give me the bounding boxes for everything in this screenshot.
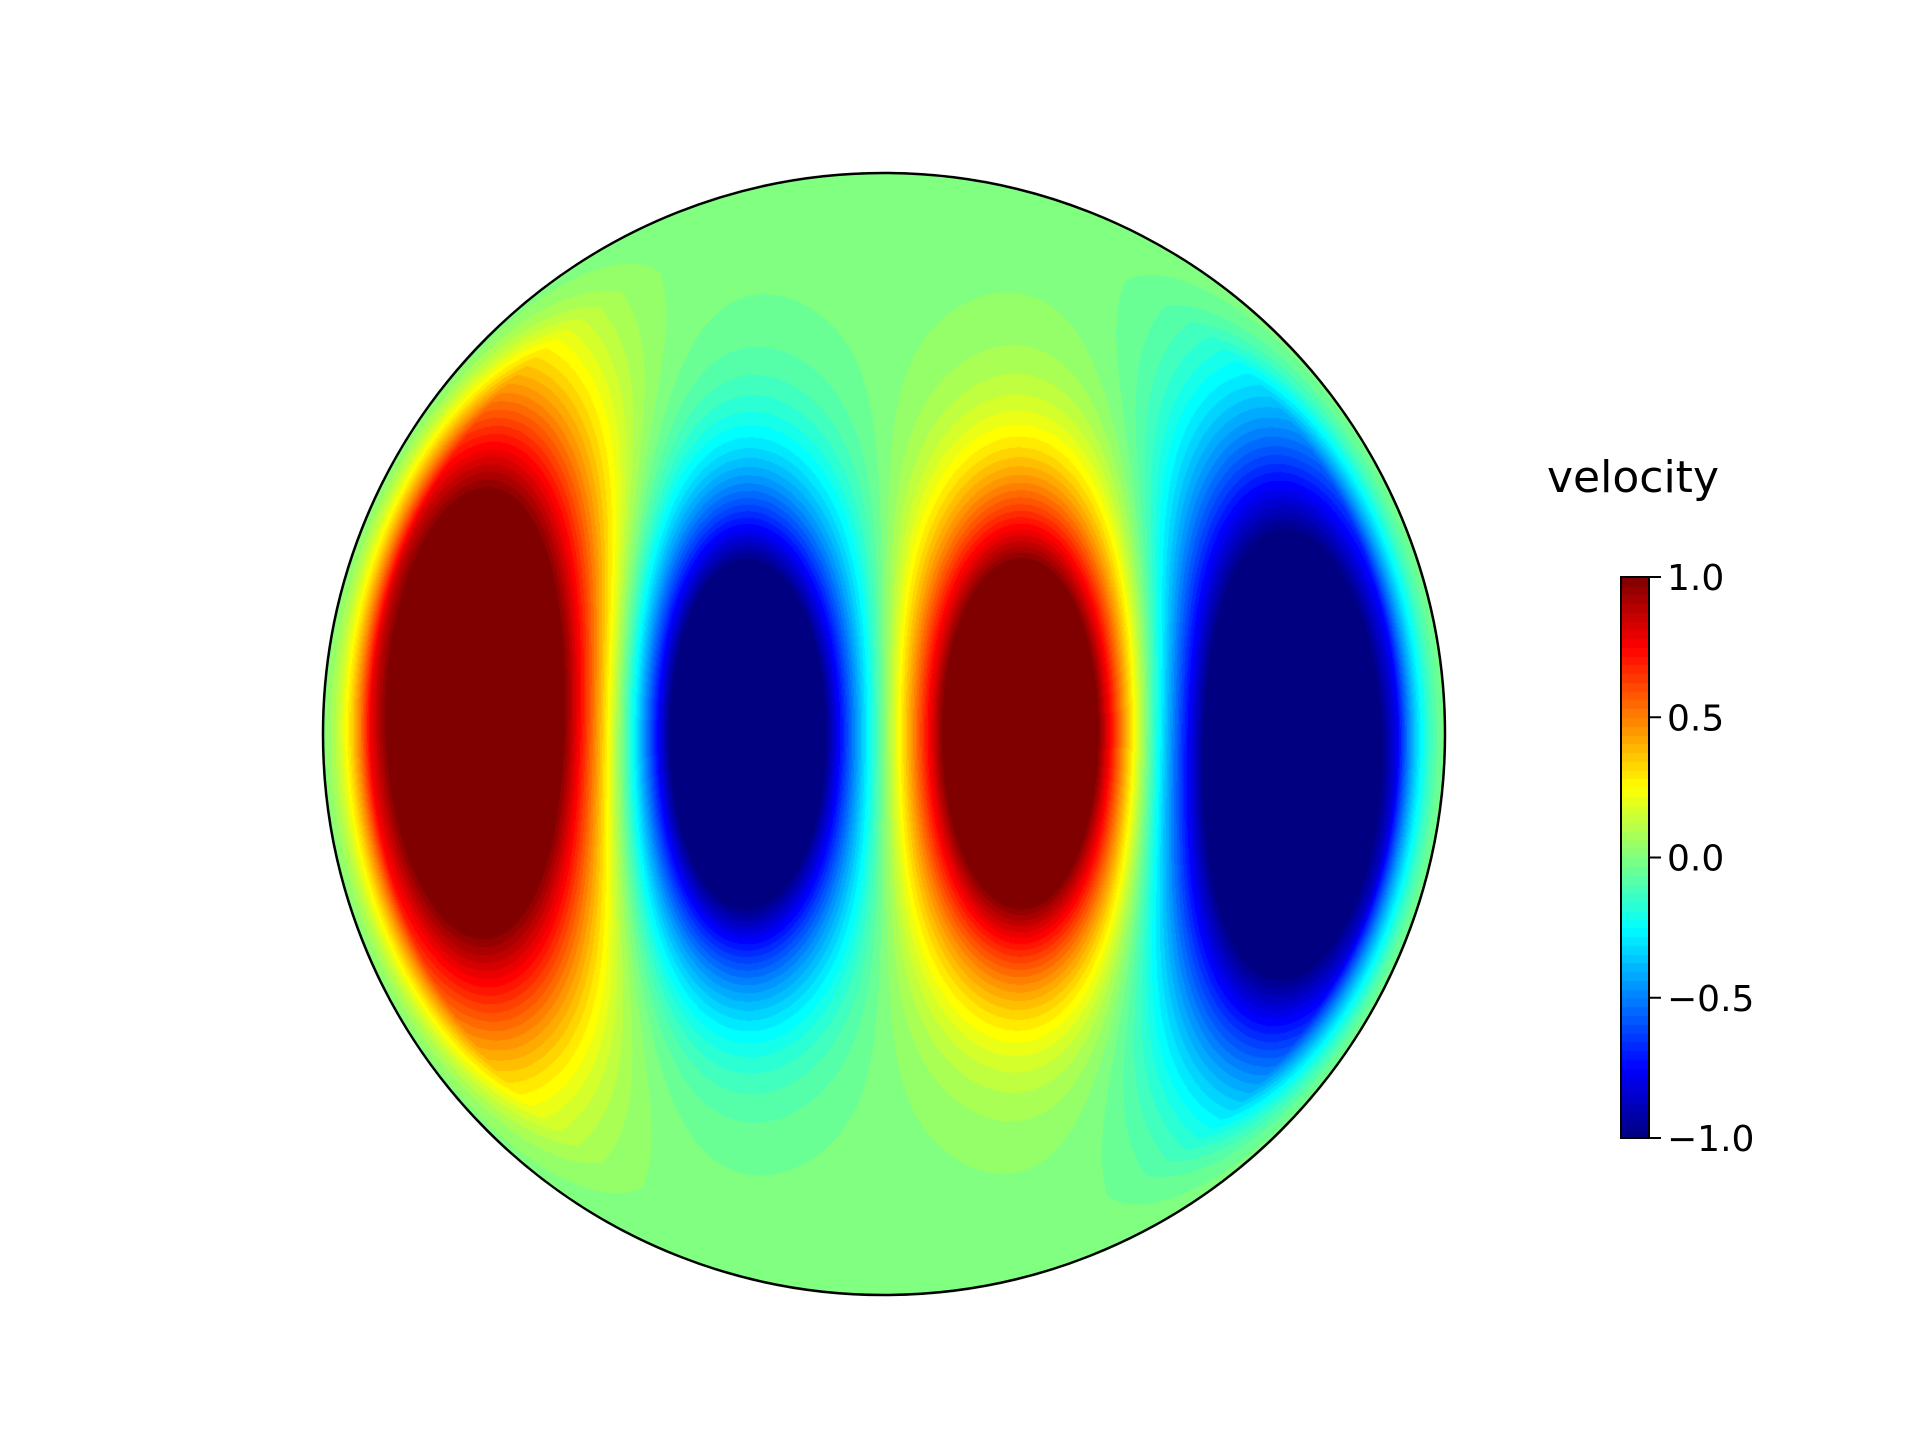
colorbar-gradient <box>1621 577 1649 1138</box>
colorbar-tick-label: −0.5 <box>1667 979 1754 1020</box>
colorbar-tick-label: 0.5 <box>1667 698 1724 739</box>
disk-boundary <box>321 171 1447 1297</box>
velocity-field-disk <box>322 172 1446 1296</box>
colorbar-label: velocity <box>1547 452 1719 503</box>
colorbar-frame <box>1620 576 1650 1139</box>
colorbar-tick-label: 1.0 <box>1667 558 1724 599</box>
colorbar-ticks: 1.0 0.5 0.0 −0.5 −1.0 <box>1649 558 1754 1160</box>
colorbar-tick-label: 0.0 <box>1667 839 1724 880</box>
colorbar-tick-label: −1.0 <box>1667 1119 1754 1160</box>
